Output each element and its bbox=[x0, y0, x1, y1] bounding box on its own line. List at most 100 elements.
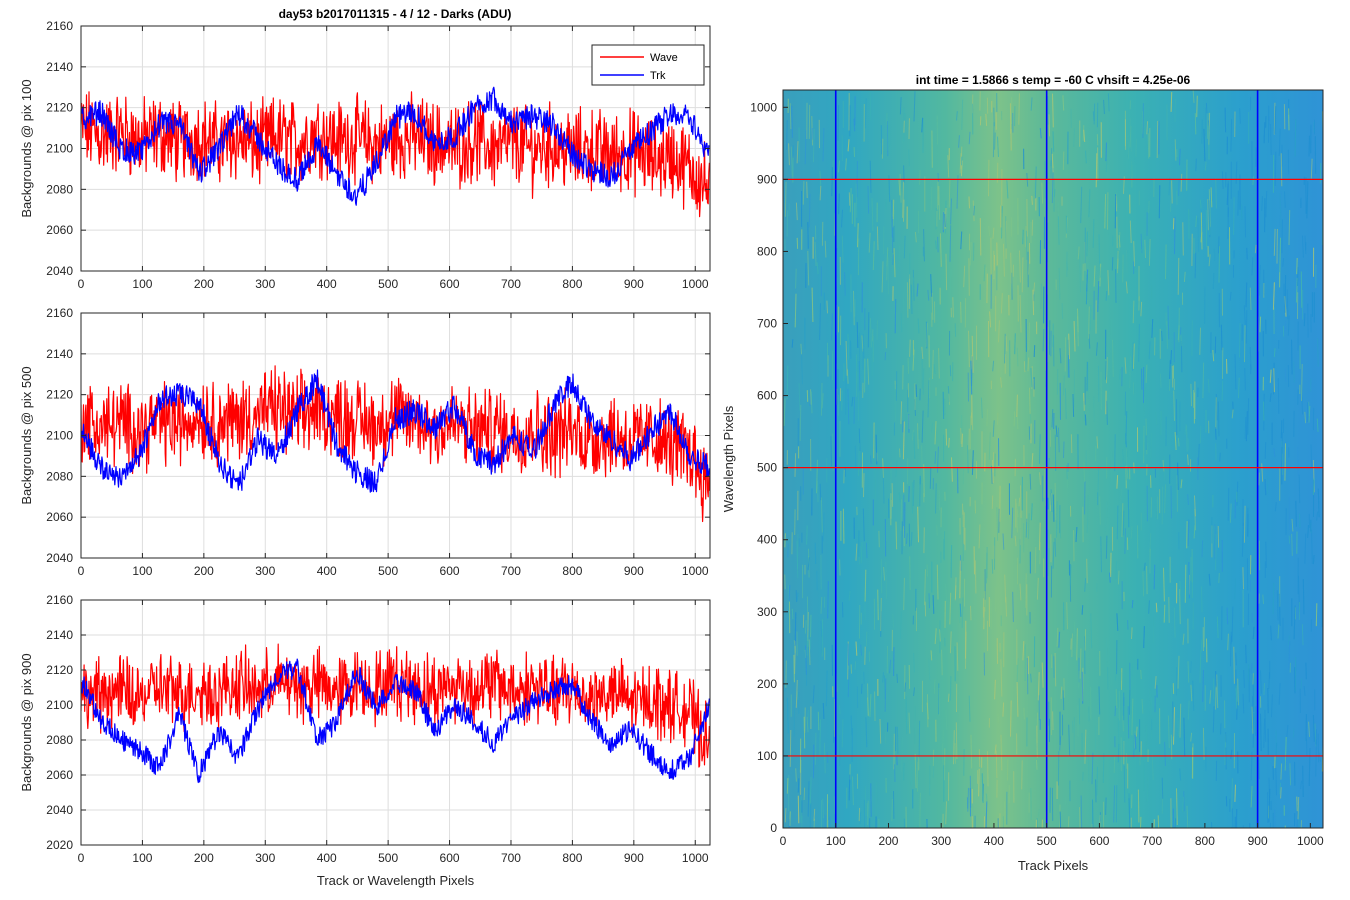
heatmap-streak bbox=[956, 111, 958, 121]
heatmap-streak bbox=[1092, 219, 1095, 248]
heatmap-streak bbox=[1172, 808, 1175, 828]
heatmap-streak bbox=[1054, 652, 1057, 687]
series-line-trk bbox=[81, 369, 710, 493]
heatmap-streak bbox=[1272, 582, 1275, 615]
heatmap-streak bbox=[1042, 328, 1045, 352]
heatmap-streak bbox=[1019, 294, 1022, 333]
heatmap-streak bbox=[894, 299, 897, 334]
heatmap-streak bbox=[1027, 513, 1030, 539]
heatmap-streak bbox=[895, 460, 898, 477]
heatmap-streak bbox=[812, 128, 815, 163]
heatmap-streak bbox=[1192, 90, 1195, 103]
heatmap-streak bbox=[1237, 190, 1239, 216]
heatmap-streak bbox=[1308, 748, 1311, 787]
heatmap-streak bbox=[813, 818, 815, 828]
heatmap-streak bbox=[1173, 707, 1175, 745]
heatmap-streak bbox=[997, 136, 999, 158]
heatmap-streak bbox=[918, 720, 921, 759]
heatmap-streak bbox=[788, 143, 790, 166]
heatmap-streak bbox=[1263, 122, 1266, 144]
heatmap-streak bbox=[949, 676, 952, 701]
heatmap-streak bbox=[961, 433, 963, 448]
heatmap-streak bbox=[1131, 663, 1133, 677]
heatmap-streak bbox=[1224, 107, 1227, 133]
x-tick-label: 1000 bbox=[682, 564, 709, 578]
heatmap-streak bbox=[869, 160, 872, 193]
heatmap-streak bbox=[1190, 684, 1193, 702]
heatmap-streak bbox=[867, 800, 869, 826]
heatmap-streak bbox=[1154, 676, 1157, 689]
heatmap-streak bbox=[1029, 473, 1032, 490]
heatmap-streak bbox=[855, 641, 858, 656]
x-tick-label: 1000 bbox=[682, 851, 709, 865]
heatmap-streak bbox=[1280, 153, 1283, 187]
heatmap-streak bbox=[1149, 688, 1151, 716]
heatmap-streak bbox=[1230, 635, 1233, 645]
heatmap-streak bbox=[1193, 525, 1196, 539]
heatmap-streak bbox=[863, 473, 865, 498]
heatmap-streak bbox=[1234, 578, 1236, 600]
heatmap-streak bbox=[1311, 529, 1313, 564]
heatmap-streak bbox=[1002, 702, 1005, 717]
x-tick-label: 0 bbox=[780, 834, 787, 848]
heatmap-streak bbox=[961, 597, 964, 628]
heatmap-streak bbox=[1014, 535, 1017, 547]
heatmap-streak bbox=[970, 605, 972, 621]
heatmap-streak bbox=[1266, 476, 1269, 495]
y-tick-label: 2060 bbox=[46, 510, 73, 524]
heatmap-streak bbox=[1067, 816, 1070, 828]
heatmap-streak bbox=[994, 744, 997, 754]
heatmap-streak bbox=[1212, 706, 1215, 733]
heatmap-streak bbox=[1161, 777, 1164, 799]
heatmap-streak bbox=[903, 577, 905, 611]
heatmap-streak bbox=[1019, 583, 1022, 601]
heatmap-streak bbox=[880, 597, 882, 632]
heatmap-streak bbox=[903, 235, 906, 259]
x-tick-label: 900 bbox=[624, 564, 644, 578]
heatmap-streak bbox=[1013, 411, 1016, 427]
heatmap-streak bbox=[1293, 361, 1295, 383]
heatmap-streak bbox=[1131, 627, 1133, 640]
heatmap-streak bbox=[1124, 357, 1127, 374]
legend: Wave Trk bbox=[591, 44, 705, 86]
heatmap-streak bbox=[1144, 239, 1146, 259]
heatmap-streak bbox=[1093, 265, 1096, 287]
heatmap-streak bbox=[969, 242, 972, 266]
heatmap-streak bbox=[810, 391, 813, 414]
heatmap-streak bbox=[1280, 763, 1283, 780]
heatmap-streak bbox=[864, 569, 867, 602]
heatmap-streak bbox=[1202, 669, 1204, 703]
heatmap-streak bbox=[1131, 600, 1134, 609]
heatmap-streak bbox=[903, 526, 905, 547]
heatmap-streak bbox=[968, 196, 970, 209]
heatmap-streak bbox=[877, 589, 879, 621]
heatmap-streak bbox=[858, 428, 861, 452]
heatmap-streak bbox=[1180, 334, 1183, 347]
heatmap-streak bbox=[895, 521, 898, 550]
x-tick-label: 200 bbox=[194, 851, 214, 865]
heatmap-streak bbox=[1142, 103, 1144, 139]
heatmap-streak bbox=[1264, 479, 1267, 496]
heatmap-streak bbox=[1278, 128, 1281, 156]
heatmap-streak bbox=[855, 183, 858, 218]
heatmap-streak bbox=[1115, 689, 1118, 709]
heatmap-streak bbox=[850, 715, 853, 736]
heatmap-streak bbox=[858, 443, 860, 476]
heatmap-streak bbox=[1167, 715, 1170, 749]
y-tick-label: 900 bbox=[757, 172, 777, 186]
heatmap-streak bbox=[860, 541, 863, 564]
heatmap-streak bbox=[848, 774, 851, 801]
heatmap-title: int time = 1.5866 s temp = -60 C vhsift … bbox=[916, 73, 1191, 87]
heatmap-streak bbox=[921, 346, 924, 360]
heatmap-streak bbox=[1125, 433, 1127, 448]
heatmap-streak bbox=[949, 225, 952, 262]
heatmap-streak bbox=[1242, 567, 1244, 590]
heatmap-streak bbox=[870, 455, 872, 464]
heatmap-streak bbox=[1269, 369, 1272, 383]
heatmap-streak bbox=[936, 525, 938, 536]
heatmap-streak bbox=[1127, 135, 1129, 159]
heatmap-streak bbox=[1105, 290, 1108, 301]
heatmap-streak bbox=[856, 354, 858, 384]
heatmap-streak bbox=[1319, 162, 1322, 184]
heatmap-streak bbox=[892, 613, 894, 628]
